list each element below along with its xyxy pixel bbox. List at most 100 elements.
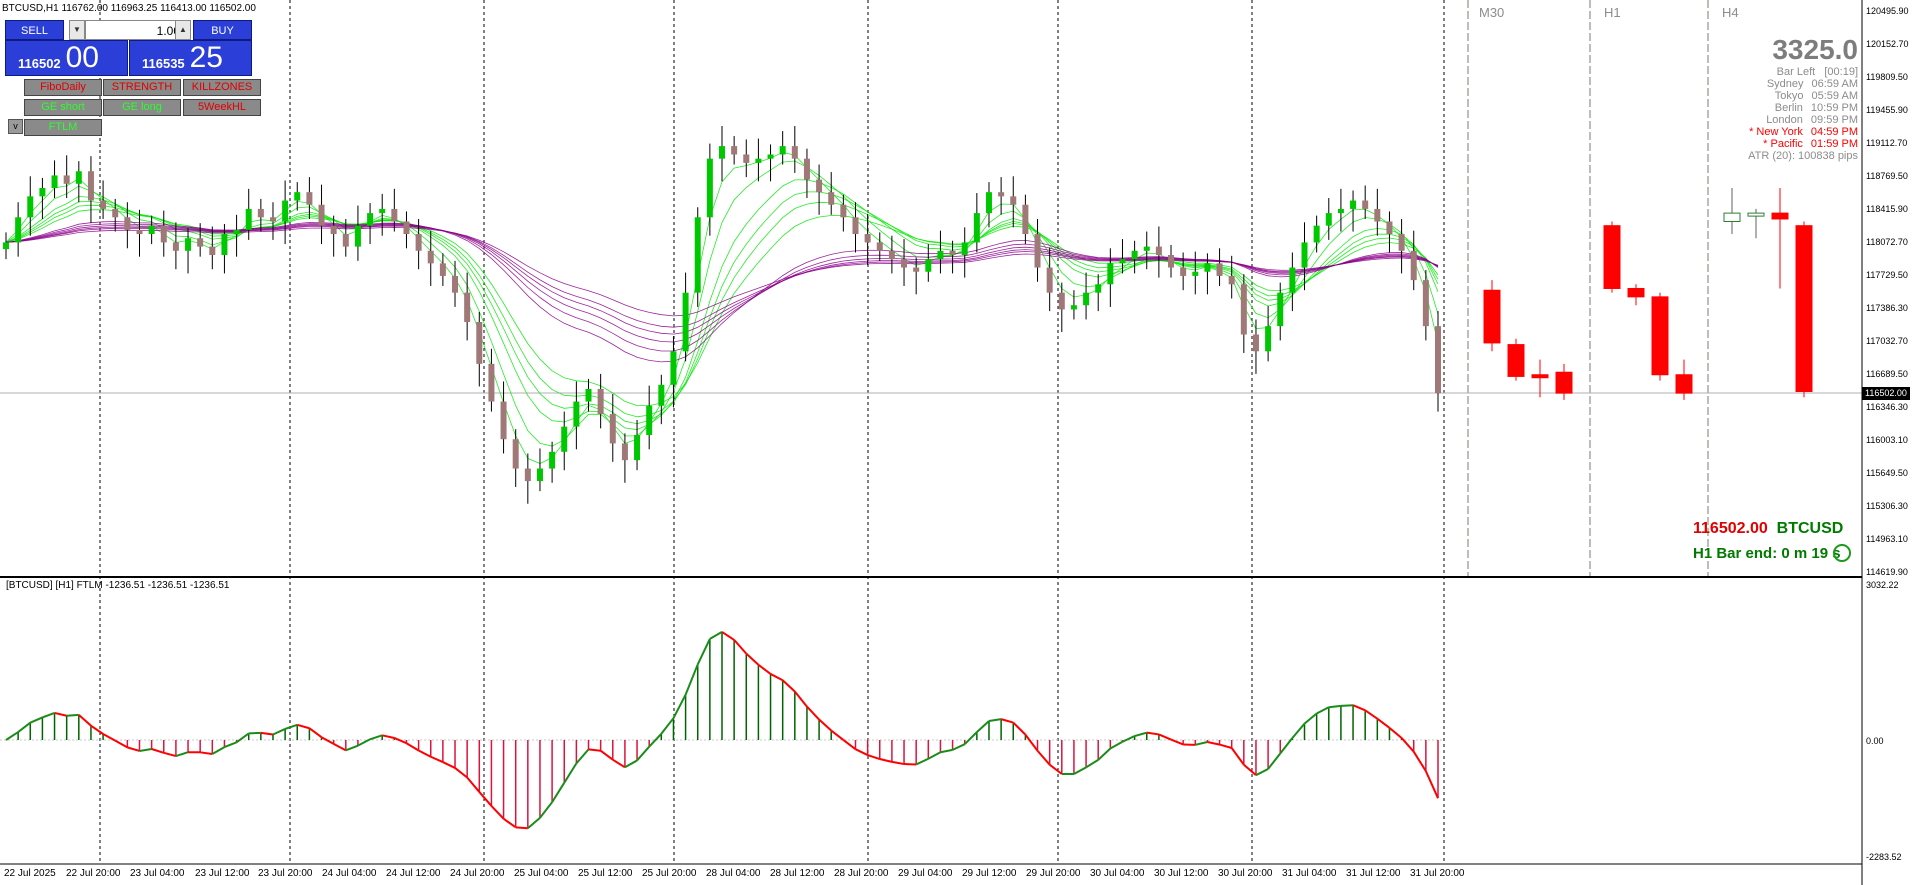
oscillator-line — [1316, 706, 1330, 715]
oscillator-line — [1170, 738, 1184, 746]
oscillator-line — [842, 739, 857, 750]
bull-candle — [1070, 305, 1077, 310]
current-price-label: 116502.00 — [1862, 387, 1910, 400]
multi-timeframe-candles — [1483, 187, 1813, 400]
bull-candle — [245, 208, 252, 230]
collapse-button[interactable]: v — [8, 119, 23, 134]
bull-candle — [961, 242, 968, 255]
bear-candle — [876, 242, 883, 251]
time-axis-label: 28 Jul 12:00 — [770, 868, 825, 879]
fibodaily-button[interactable]: FiboDaily — [24, 79, 102, 96]
oscillator-line — [127, 746, 140, 752]
oscillator-line — [1158, 733, 1172, 741]
oscillator-line — [1146, 731, 1160, 736]
oscillator-line — [1230, 747, 1245, 766]
price-axis-label: 116689.50 — [1866, 369, 1908, 379]
bear-candle — [597, 388, 604, 415]
oscillator-line — [696, 638, 711, 665]
time-axis-label: 30 Jul 04:00 — [1090, 868, 1145, 879]
oscillator-line — [5, 731, 19, 741]
oscillator-line — [1279, 737, 1294, 755]
bear-candle — [828, 192, 835, 205]
readout-symbol: BTCUSD — [1776, 520, 1844, 537]
5weekhl-button[interactable]: 5WeekHL — [183, 99, 261, 116]
oscillator-line — [430, 755, 444, 763]
oscillator-line — [1388, 727, 1403, 739]
oscillator-line — [1424, 770, 1439, 799]
bull-candle — [779, 146, 786, 155]
oscillator-line — [345, 744, 359, 752]
time-axis-label: 25 Jul 12:00 — [578, 868, 633, 879]
oscillator-line — [442, 761, 456, 769]
bull-candle — [51, 175, 58, 188]
gmma-fast-line — [5, 209, 1439, 406]
bull-candle — [221, 234, 228, 255]
oscillator-line — [976, 720, 990, 733]
candlestick-series — [3, 126, 1441, 504]
session-time: 05:59 AM — [1811, 90, 1858, 102]
oscillator-line — [224, 741, 237, 749]
oscillator-line — [1000, 718, 1014, 724]
bull-candle — [670, 351, 677, 385]
bear-candle — [136, 229, 143, 235]
mtf-bear-candle — [1675, 374, 1693, 394]
oscillator-line — [42, 711, 55, 719]
oscillator-line — [1134, 731, 1148, 738]
strength-button[interactable]: STRENGTH — [103, 79, 181, 96]
bear-candle — [1374, 208, 1381, 222]
session-row: Berlin 10:59 PM — [1775, 102, 1858, 114]
session-row: Sydney 06:59 AM — [1767, 78, 1858, 90]
time-axis-label: 24 Jul 12:00 — [386, 868, 441, 879]
oscillator-line — [915, 757, 929, 766]
time-axis-label: 23 Jul 04:00 — [130, 868, 185, 879]
bear-candle — [731, 146, 738, 155]
bull-candle — [985, 192, 992, 214]
bull-candle — [646, 405, 653, 436]
ftlm-button[interactable]: FTLM — [24, 119, 102, 136]
session-time: 10:59 PM — [1810, 102, 1858, 114]
mtf-bear-candle — [1651, 296, 1669, 376]
lot-increase-button[interactable]: ▲ — [175, 20, 191, 40]
ge-long-button[interactable]: GE long — [103, 99, 181, 116]
sell-button[interactable]: SELL — [5, 20, 64, 40]
mtf-bear-candle — [1603, 225, 1621, 289]
ge-short-button[interactable]: GE short — [24, 99, 102, 116]
oscillator-line — [308, 727, 323, 738]
bear-candle — [888, 250, 895, 260]
bull-candle — [1325, 213, 1332, 226]
oscillator-line — [163, 751, 177, 758]
bear-candle — [306, 192, 313, 205]
bull-candle — [1313, 225, 1320, 243]
bear-candle — [197, 238, 204, 247]
bear-candle — [512, 439, 519, 469]
bull-candle — [282, 200, 289, 222]
bull-candle — [1083, 292, 1090, 306]
lot-size-input[interactable]: 1.00 — [85, 20, 185, 40]
bear-candle — [124, 217, 131, 230]
bull-candle — [767, 154, 774, 159]
oscillator-line — [1243, 763, 1257, 776]
killzones-button[interactable]: KILLZONES — [183, 79, 261, 96]
bear-candle — [63, 175, 70, 184]
bear-candle — [524, 468, 531, 482]
buy-quote[interactable]: 116535 25 — [129, 40, 252, 76]
oscillator-line — [794, 690, 808, 708]
bull-candle — [682, 292, 689, 352]
bar-left-label: Bar Left — [1776, 66, 1816, 78]
buy-button[interactable]: BUY — [193, 20, 252, 40]
oscillator-line — [490, 805, 505, 820]
sell-quote[interactable]: 116502 00 — [5, 40, 128, 76]
oscillator-line — [478, 791, 493, 807]
bull-candle — [585, 388, 592, 402]
lot-decrease-button[interactable]: ▼ — [69, 20, 85, 40]
gmma-slow-line — [5, 225, 1439, 328]
oscillator-line — [151, 748, 165, 754]
mtf-bear-candle — [1555, 371, 1573, 394]
price-axis-label: 118769.50 — [1866, 171, 1908, 181]
bear-candle — [488, 363, 495, 402]
bear-candle — [439, 263, 446, 276]
oscillator-line — [1085, 758, 1099, 769]
ftlm-oscillator — [5, 631, 1439, 830]
bull-candle — [549, 451, 556, 469]
